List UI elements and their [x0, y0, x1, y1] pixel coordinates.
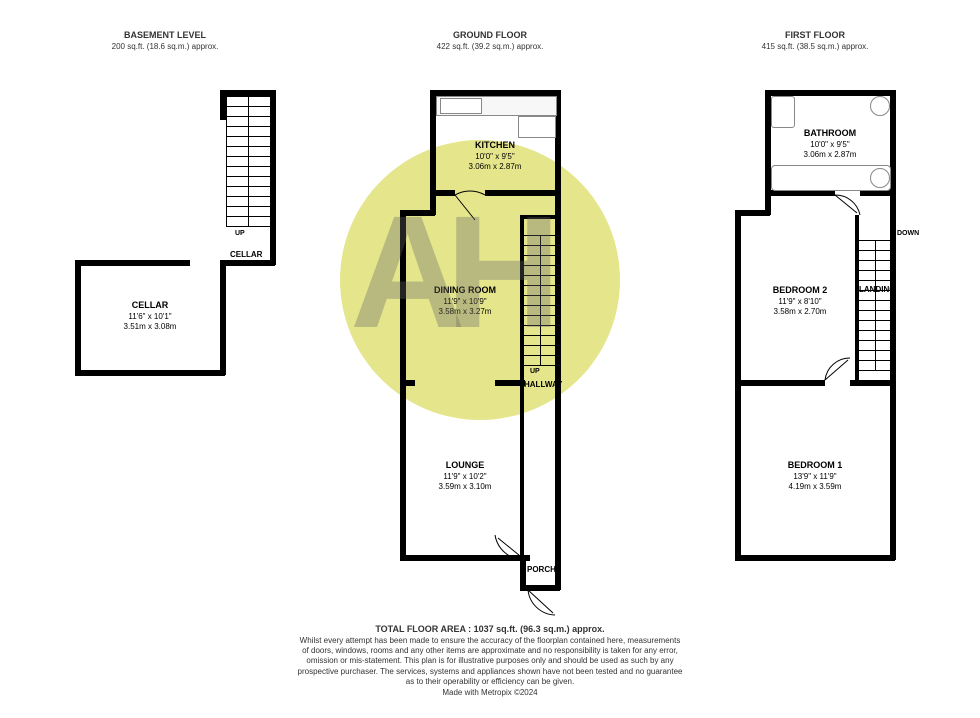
- bed1-met: 4.19m x 3.59m: [765, 482, 865, 492]
- basement-area: 200 sq.ft. (18.6 sq.m.) approx.: [90, 42, 240, 52]
- disclaimer-4: prospective purchaser. The services, sys…: [0, 667, 980, 677]
- lounge-label: LOUNGE 11'9" x 10'2" 3.59m x 3.10m: [415, 460, 515, 492]
- lounge-name: LOUNGE: [415, 460, 515, 472]
- hob: [518, 116, 556, 138]
- wall: [520, 215, 560, 219]
- disclaimer-3: omission or mis-statement. This plan is …: [0, 656, 980, 666]
- wall: [220, 260, 226, 375]
- door-arc: [820, 350, 860, 390]
- ground-header: GROUND FLOOR 422 sq.ft. (39.2 sq.m.) app…: [415, 30, 565, 52]
- cellar-met: 3.51m x 3.08m: [100, 322, 200, 332]
- shower: [870, 168, 890, 188]
- dining-met: 3.58m x 3.27m: [415, 307, 515, 317]
- wall: [430, 190, 436, 215]
- door-arc: [825, 185, 865, 225]
- kitchen-imp: 10'0" x 9'5": [450, 152, 540, 162]
- lounge-imp: 11'9" x 10'2": [415, 472, 515, 482]
- bath-name: BATHROOM: [785, 128, 875, 140]
- up-label-2: UP: [530, 368, 540, 375]
- basin: [870, 96, 890, 116]
- door-arc: [525, 585, 565, 625]
- wall: [270, 90, 276, 265]
- bath-label: BATHROOM 10'0" x 9'5" 3.06m x 2.87m: [785, 128, 875, 160]
- total-area: TOTAL FLOOR AREA : 1037 sq.ft. (96.3 sq.…: [0, 624, 980, 636]
- basement-header: BASEMENT LEVEL 200 sq.ft. (18.6 sq.m.) a…: [90, 30, 240, 52]
- sink: [440, 98, 482, 114]
- bed1-imp: 13'9" x 11'9": [765, 472, 865, 482]
- wall: [735, 555, 895, 561]
- cellar-name: CELLAR: [100, 300, 200, 312]
- wall: [75, 260, 190, 266]
- cellar-label: CELLAR: [230, 250, 262, 259]
- wall: [735, 380, 825, 386]
- kitchen-met: 3.06m x 2.87m: [450, 162, 540, 172]
- first-area: 415 sq.ft. (38.5 sq.m.) approx.: [740, 42, 890, 52]
- wall: [220, 260, 275, 266]
- door-arc: [450, 185, 490, 225]
- down-label: DOWN: [897, 230, 919, 237]
- dining-name: DINING ROOM: [415, 285, 515, 297]
- disclaimer-5: as to their operability or efficiency ca…: [0, 677, 980, 687]
- footer: TOTAL FLOOR AREA : 1037 sq.ft. (96.3 sq.…: [0, 624, 980, 698]
- bed1-label: BEDROOM 1 13'9" x 11'9" 4.19m x 3.59m: [765, 460, 865, 492]
- bath-imp: 10'0" x 9'5": [785, 140, 875, 150]
- dining-label: DINING ROOM 11'9" x 10'9" 3.58m x 3.27m: [415, 285, 515, 317]
- kitchen-label: KITCHEN 10'0" x 9'5" 3.06m x 2.87m: [450, 140, 540, 172]
- wall: [75, 370, 225, 376]
- first-header: FIRST FLOOR 415 sq.ft. (38.5 sq.m.) appr…: [740, 30, 890, 52]
- bed2-name: BEDROOM 2: [750, 285, 850, 297]
- bed2-label: BEDROOM 2 11'9" x 8'10" 3.58m x 2.70m: [750, 285, 850, 317]
- bath-met: 3.06m x 2.87m: [785, 150, 875, 160]
- lounge-met: 3.59m x 3.10m: [415, 482, 515, 492]
- cellar-room-label: CELLAR 11'6" x 10'1" 3.51m x 3.08m: [100, 300, 200, 332]
- stairs-first: [859, 240, 891, 370]
- stairs-ground: [524, 235, 556, 365]
- disclaimer-2: of doors, windows, rooms and any other i…: [0, 646, 980, 656]
- bed2-met: 3.58m x 2.70m: [750, 307, 850, 317]
- wall: [400, 380, 415, 386]
- watermark-circle: [340, 140, 620, 420]
- dining-imp: 11'9" x 10'9": [415, 297, 515, 307]
- up-label: UP: [235, 230, 245, 237]
- cellar-imp: 11'6" x 10'1": [100, 312, 200, 322]
- disclaimer-1: Whilst every attempt has been made to en…: [0, 636, 980, 646]
- first-title: FIRST FLOOR: [740, 30, 890, 42]
- bed1-name: BEDROOM 1: [765, 460, 865, 472]
- ground-area: 422 sq.ft. (39.2 sq.m.) approx.: [415, 42, 565, 52]
- wall: [75, 260, 81, 375]
- wall: [765, 190, 771, 215]
- disclaimer-6: Made with Metropix ©2024: [0, 688, 980, 698]
- landing-label: LANDING: [859, 285, 895, 294]
- kitchen-name: KITCHEN: [450, 140, 540, 152]
- stairs: [226, 96, 270, 226]
- basement-title: BASEMENT LEVEL: [90, 30, 240, 42]
- hallway-label: HALLWAY: [524, 380, 562, 389]
- toilet: [771, 96, 795, 128]
- wall: [485, 190, 560, 196]
- porch-label: PORCH: [527, 565, 556, 574]
- ground-title: GROUND FLOOR: [415, 30, 565, 42]
- bed2-imp: 11'9" x 8'10": [750, 297, 850, 307]
